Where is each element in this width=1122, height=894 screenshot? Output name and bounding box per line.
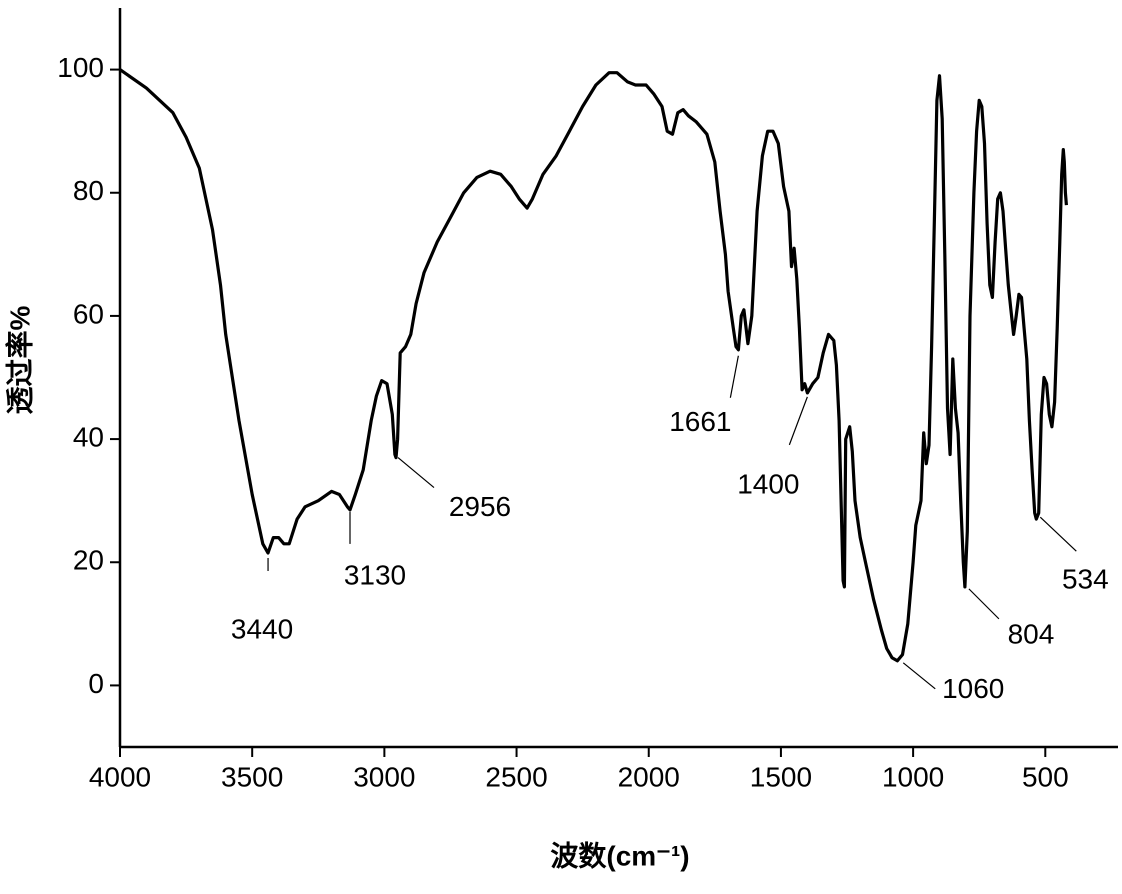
annotation-label: 804 [1008, 618, 1055, 649]
annotation-label: 3130 [344, 559, 406, 590]
x-tick-label: 3000 [353, 761, 415, 792]
y-axis-title: 透过率% [3, 305, 35, 414]
y-tick-label: 0 [88, 668, 104, 699]
x-tick-label: 3500 [221, 761, 283, 792]
x-tick-label: 1000 [882, 761, 944, 792]
x-tick-label: 2000 [618, 761, 680, 792]
y-tick-label: 80 [73, 175, 104, 206]
annotation-label: 2956 [449, 491, 511, 522]
y-tick-label: 20 [73, 545, 104, 576]
annotation-label: 1400 [737, 468, 799, 499]
x-axis-title: 波数(cm⁻¹) [550, 840, 689, 871]
annotation-label: 1661 [669, 406, 731, 437]
annotation-leader [968, 588, 1000, 620]
x-tick-label: 1500 [750, 761, 812, 792]
annotation-leader [397, 457, 435, 489]
annotation-label: 1060 [942, 673, 1004, 704]
annotation-label: 3440 [231, 613, 293, 644]
y-tick-label: 100 [57, 52, 104, 83]
annotation-leader [1039, 516, 1077, 552]
y-tick-label: 60 [73, 298, 104, 329]
annotation-leader [788, 396, 808, 446]
y-tick-label: 40 [73, 421, 104, 452]
x-tick-label: 4000 [89, 761, 151, 792]
annotation-leader [902, 662, 936, 690]
annotation-label: 534 [1062, 564, 1109, 595]
x-tick-label: 500 [1022, 761, 1069, 792]
spectrum-line [119, 68, 1068, 663]
x-tick-label: 2500 [485, 761, 547, 792]
annotation-leader [729, 355, 739, 398]
